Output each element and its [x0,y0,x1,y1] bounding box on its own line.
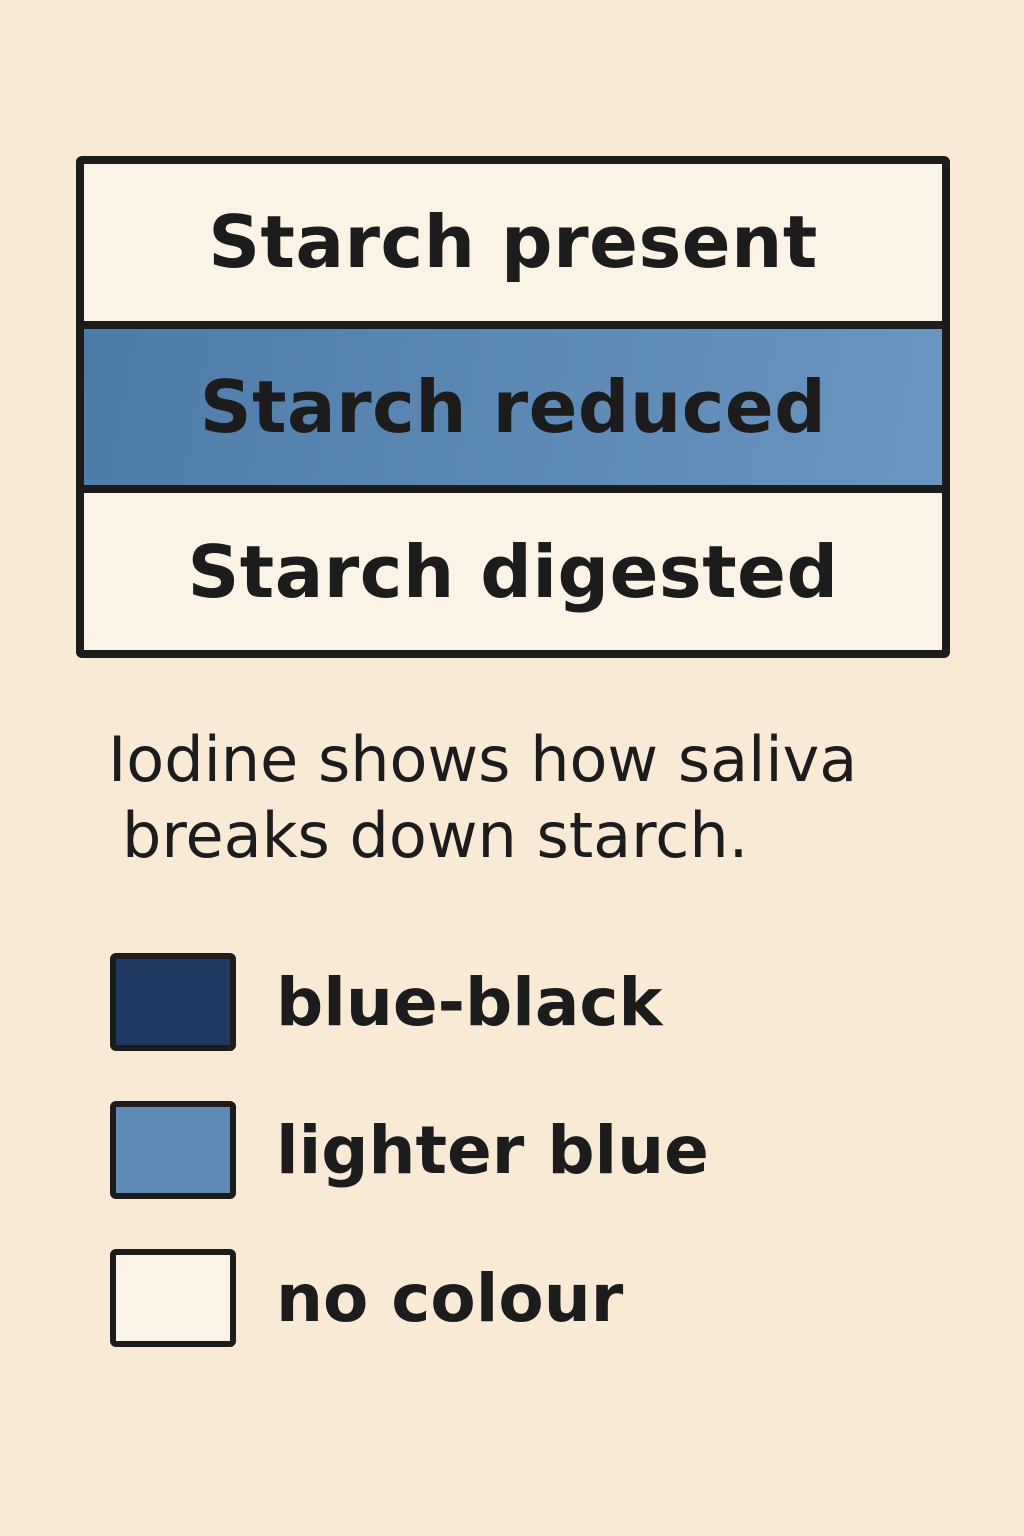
key-label-no-colour: no colour [276,1259,624,1337]
starch-stage-table: Starch present Starch reduced Starch dig… [76,156,950,658]
key-label-lighter-blue: lighter blue [276,1111,709,1189]
key-item-no-colour: no colour [110,1248,910,1348]
caption-line-1: Iodine shows how saliva [108,723,858,796]
swatch-blue-black [110,953,236,1051]
swatch-lighter-blue [110,1101,236,1199]
caption-line-2: breaks down starch. [122,799,749,872]
key-item-lighter-blue: lighter blue [110,1100,910,1200]
stage-label-reduced: Starch reduced [199,365,827,449]
stage-label-present: Starch present [208,200,818,285]
stage-row-present: Starch present [84,164,942,321]
key-item-blue-black: blue-black [110,952,910,1052]
stage-label-digested: Starch digested [187,529,839,614]
stage-row-digested: Starch digested [84,485,942,650]
swatch-no-colour [110,1249,236,1347]
caption-text: Iodine shows how saliva breaks down star… [108,722,988,874]
colour-key: blue-black lighter blue no colour [110,952,910,1396]
stage-row-reduced: Starch reduced [84,320,942,486]
key-label-blue-black: blue-black [276,963,663,1041]
